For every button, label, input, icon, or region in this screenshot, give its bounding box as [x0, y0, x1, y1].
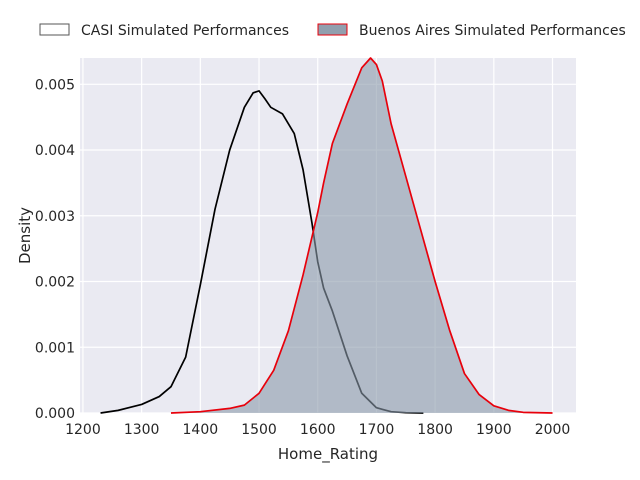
- x-tick-label: 1200: [65, 422, 101, 438]
- legend-swatch: [39, 23, 70, 36]
- x-tick-label: 1900: [476, 422, 512, 438]
- x-tick-label: 1300: [124, 422, 160, 438]
- series-line: [170, 57, 553, 414]
- series-2: [170, 57, 553, 414]
- series-layer: [100, 57, 553, 414]
- y-axis-label: Density: [16, 207, 34, 264]
- x-axis-ticks: 1200 1300 1400 1500 1600 1700 1800 1900 2000: [65, 422, 570, 438]
- series-area: [170, 58, 553, 413]
- y-axis-ticks: 0.000 0.001 0.002 0.003 0.004 0.005: [35, 77, 75, 422]
- legend-label: Buenos Aires Simulated Performances: [359, 23, 626, 39]
- y-tick-label: 0.002: [35, 275, 75, 291]
- y-tick-label: 0.004: [35, 143, 75, 159]
- legend-entry: Buenos Aires Simulated Performances: [317, 23, 626, 39]
- y-tick-label: 0.000: [35, 406, 75, 422]
- x-tick-label: 1500: [241, 422, 277, 438]
- legend-entry: CASI Simulated Performances: [39, 23, 289, 39]
- x-tick-label: 2000: [535, 422, 571, 438]
- x-tick-label: 1600: [300, 422, 336, 438]
- x-tick-label: 1800: [417, 422, 453, 438]
- x-tick-label: 1400: [183, 422, 219, 438]
- x-tick-label: 1700: [359, 422, 395, 438]
- x-axis-label: Home_Rating: [278, 445, 378, 464]
- legend-swatch: [317, 23, 348, 36]
- legend: CASI Simulated Performances Buenos Aires …: [39, 23, 626, 39]
- y-tick-label: 0.001: [35, 340, 75, 356]
- legend-label: CASI Simulated Performances: [81, 23, 289, 39]
- y-tick-label: 0.005: [35, 77, 75, 93]
- y-tick-label: 0.003: [35, 209, 75, 225]
